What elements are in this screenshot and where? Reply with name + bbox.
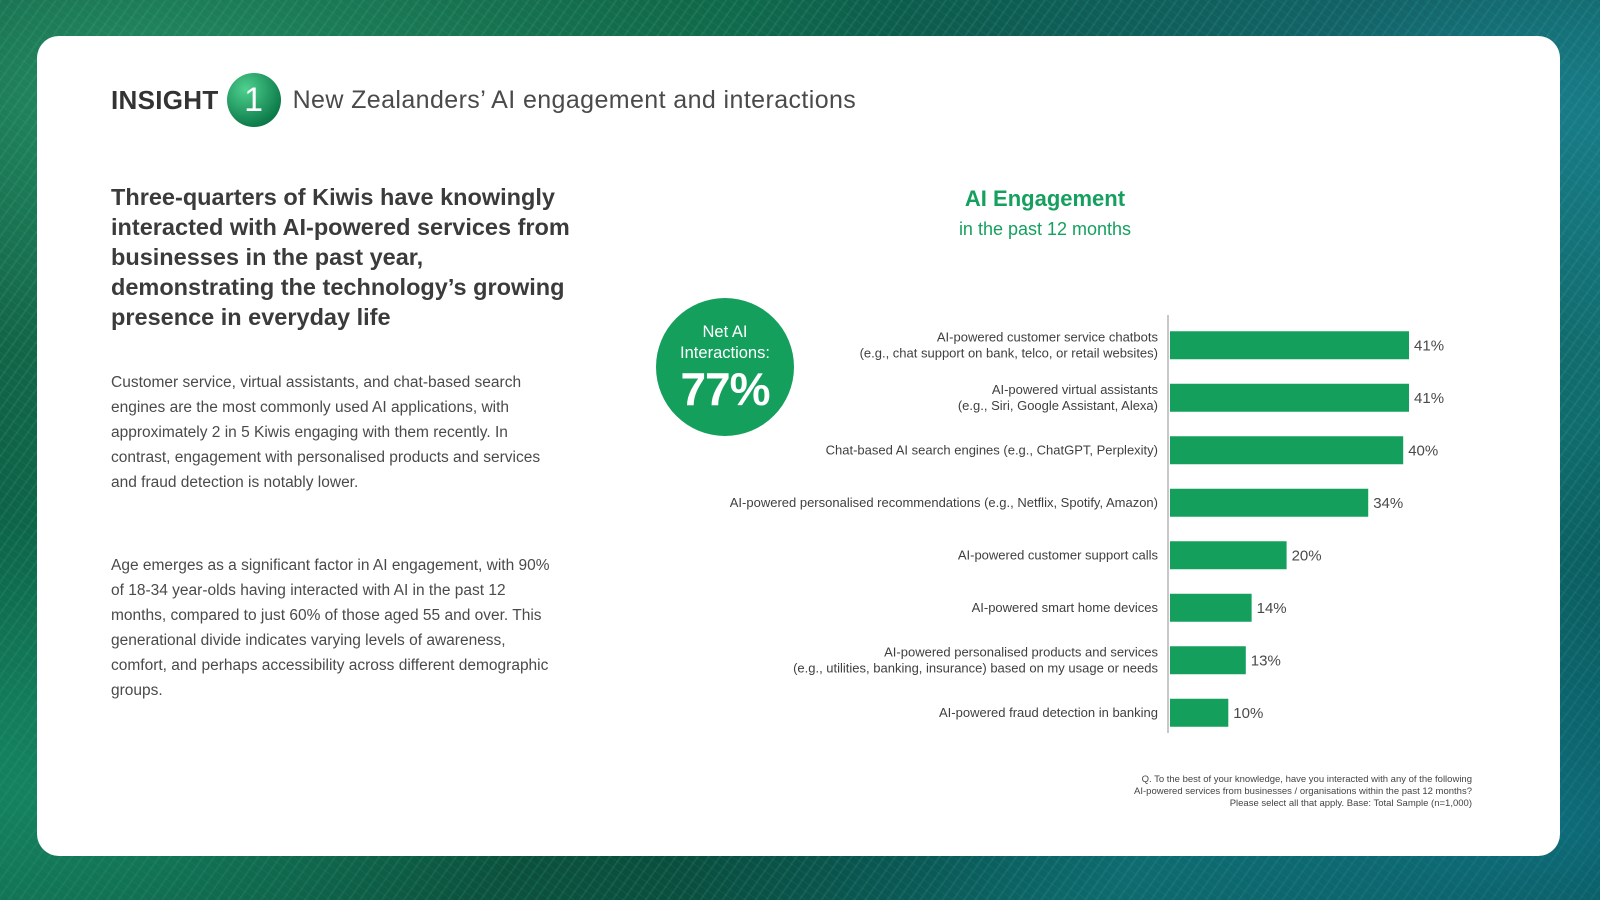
bar — [1170, 646, 1246, 675]
insight-header: INSIGHT 1 New Zealanders’ AI engagement … — [111, 72, 856, 128]
bar-value-label: 13% — [1251, 652, 1281, 669]
bar-value-label: 20% — [1292, 547, 1322, 564]
category-label: (e.g., utilities, banking, insurance) ba… — [793, 660, 1158, 675]
footnote: Q. To the best of your knowledge, have y… — [1134, 774, 1472, 809]
page-title: New Zealanders’ AI engagement and intera… — [292, 85, 857, 114]
category-label: AI-powered customer service chatbots — [937, 329, 1159, 344]
insight-number-badge: 1 — [226, 73, 281, 127]
bar-value-label: 41% — [1414, 337, 1444, 354]
net-interactions-value: 77% — [680, 363, 770, 415]
category-label: AI-powered virtual assistants — [992, 382, 1159, 397]
chart-title: AI Engagement — [964, 186, 1126, 211]
body-paragraph-1: Customer service, virtual assistants, an… — [111, 374, 541, 491]
chart-subtitle: in the past 12 months — [958, 219, 1132, 239]
bar — [1170, 488, 1369, 517]
net-interactions-label: Net AI Interactions: — [680, 323, 770, 362]
bar — [1170, 593, 1252, 622]
bar-value-label: 40% — [1408, 442, 1438, 459]
category-label: AI-powered smart home devices — [972, 600, 1159, 615]
bar — [1170, 331, 1410, 360]
bar-value-label: 41% — [1414, 390, 1444, 407]
bar — [1170, 436, 1404, 465]
net-interactions-circle: Net AI Interactions: 77% — [656, 298, 794, 436]
category-label: (e.g., chat support on bank, telco, or r… — [860, 345, 1158, 360]
category-label: AI-powered fraud detection in banking — [939, 705, 1158, 720]
bar-chart: 41%AI-powered customer service chatbots(… — [730, 315, 1444, 733]
category-label: AI-powered personalised products and ser… — [884, 644, 1158, 659]
bar — [1170, 383, 1410, 412]
category-label: AI-powered personalised recommendations … — [730, 495, 1158, 510]
body-paragraph-2: Age emerges as a significant factor in A… — [111, 557, 550, 699]
category-label: (e.g., Siri, Google Assistant, Alexa) — [958, 398, 1158, 413]
category-label: AI-powered customer support calls — [958, 547, 1159, 562]
category-label: Chat-based AI search engines (e.g., Chat… — [826, 442, 1158, 457]
insight-label: INSIGHT — [111, 84, 219, 115]
headline: Three-quarters of Kiwis have knowingly i… — [111, 184, 570, 330]
bar — [1170, 698, 1229, 727]
bar-value-label: 14% — [1257, 600, 1287, 617]
bar — [1170, 541, 1287, 570]
bar-value-label: 34% — [1373, 495, 1403, 512]
bar-value-label: 10% — [1233, 705, 1263, 722]
